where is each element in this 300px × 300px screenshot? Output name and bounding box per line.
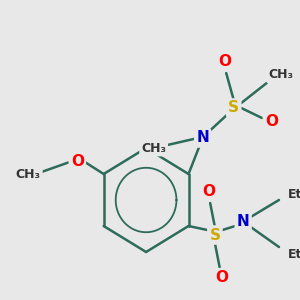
- Text: O: O: [218, 55, 231, 70]
- Text: N: N: [237, 214, 250, 230]
- Text: S: S: [228, 100, 239, 116]
- Text: N: N: [196, 130, 209, 146]
- Text: O: O: [71, 154, 84, 169]
- Text: O: O: [265, 113, 278, 128]
- Text: O: O: [215, 271, 228, 286]
- Text: CH₃: CH₃: [141, 142, 166, 154]
- Text: Et: Et: [288, 248, 300, 260]
- Text: CH₃: CH₃: [268, 68, 293, 82]
- Text: S: S: [209, 227, 220, 242]
- Text: CH₃: CH₃: [16, 169, 41, 182]
- Text: O: O: [202, 184, 215, 200]
- Text: Et: Et: [288, 188, 300, 200]
